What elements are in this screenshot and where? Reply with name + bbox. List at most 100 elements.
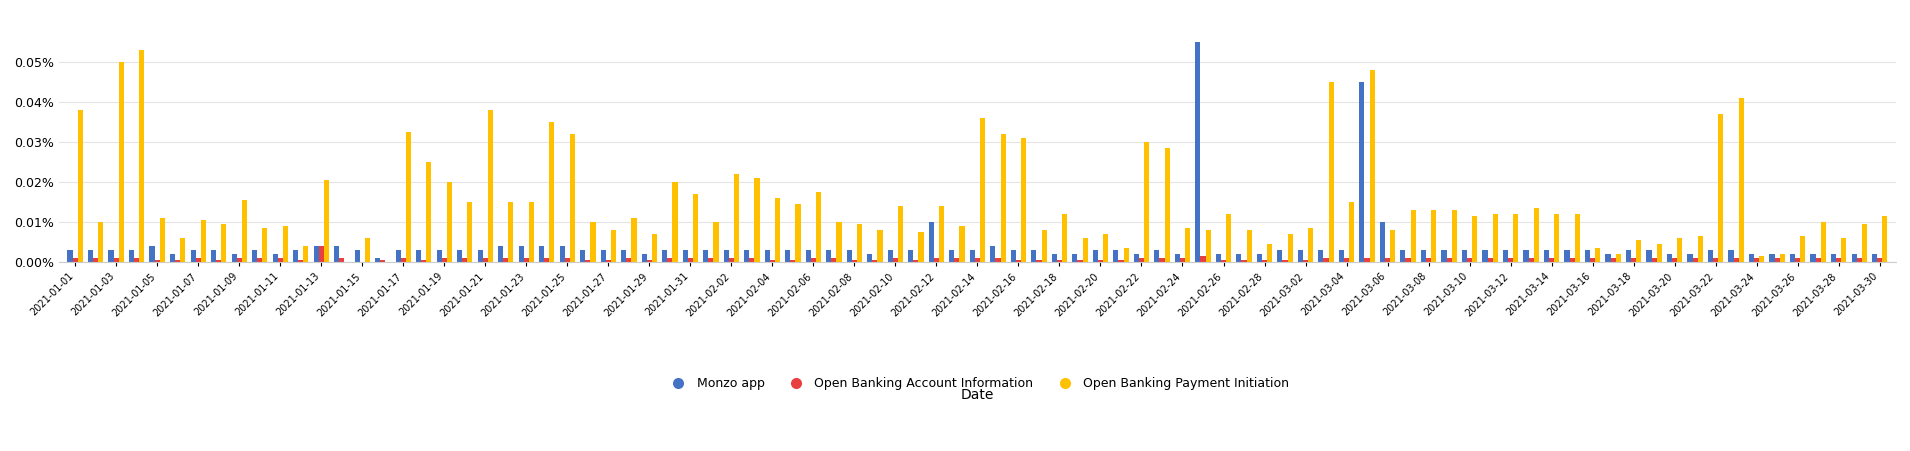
Bar xyxy=(1123,248,1129,262)
Bar xyxy=(523,258,529,262)
Bar xyxy=(1220,260,1226,262)
Bar xyxy=(688,258,693,262)
Bar xyxy=(319,246,325,262)
Bar xyxy=(1022,138,1026,262)
Bar xyxy=(1509,258,1513,262)
Bar xyxy=(749,258,754,262)
Bar xyxy=(980,118,986,262)
Bar xyxy=(1780,254,1784,262)
Bar xyxy=(118,62,124,262)
Bar xyxy=(667,258,672,262)
Bar xyxy=(714,222,718,262)
Bar xyxy=(867,254,873,262)
Bar xyxy=(1862,224,1866,262)
Bar xyxy=(1324,258,1329,262)
Bar xyxy=(621,250,626,262)
Bar xyxy=(919,232,924,262)
Bar xyxy=(1488,258,1492,262)
Bar xyxy=(395,250,401,262)
Bar xyxy=(1217,254,1220,262)
Bar xyxy=(1452,210,1457,262)
Bar xyxy=(928,222,934,262)
Bar xyxy=(898,206,903,262)
Bar xyxy=(1878,258,1881,262)
Bar xyxy=(1114,250,1119,262)
Bar xyxy=(1832,254,1836,262)
Bar xyxy=(1616,254,1622,262)
Bar xyxy=(97,222,103,262)
Bar xyxy=(955,258,959,262)
Bar xyxy=(703,250,709,262)
Bar xyxy=(1524,250,1528,262)
Bar xyxy=(1104,234,1108,262)
Bar xyxy=(1031,250,1037,262)
Bar xyxy=(149,246,155,262)
Bar xyxy=(1052,254,1056,262)
Bar xyxy=(1242,260,1247,262)
Bar xyxy=(831,258,837,262)
Bar xyxy=(1385,258,1390,262)
Bar xyxy=(170,254,176,262)
Bar xyxy=(632,218,636,262)
Bar xyxy=(1175,254,1180,262)
Bar xyxy=(201,220,206,262)
Bar xyxy=(1708,250,1713,262)
Bar xyxy=(325,180,329,262)
Bar xyxy=(1138,258,1144,262)
Bar xyxy=(1637,240,1641,262)
Bar xyxy=(1001,134,1007,262)
Bar xyxy=(1677,238,1683,262)
Bar xyxy=(1041,230,1047,262)
Bar xyxy=(1201,256,1205,262)
Bar xyxy=(529,202,535,262)
Bar xyxy=(447,182,453,262)
Bar xyxy=(231,254,237,262)
Bar xyxy=(252,250,258,262)
Bar xyxy=(1698,236,1704,262)
Bar xyxy=(1205,230,1211,262)
Bar xyxy=(258,258,262,262)
Bar xyxy=(1236,254,1242,262)
Bar xyxy=(1098,260,1104,262)
Bar xyxy=(1287,234,1293,262)
Bar xyxy=(180,238,185,262)
Bar xyxy=(1390,230,1394,262)
Bar xyxy=(1135,254,1138,262)
Bar xyxy=(647,260,651,262)
Bar xyxy=(195,258,201,262)
Bar xyxy=(888,250,892,262)
Bar xyxy=(422,260,426,262)
Bar xyxy=(795,204,800,262)
Bar xyxy=(374,258,380,262)
Bar xyxy=(940,206,944,262)
Bar xyxy=(1729,250,1734,262)
Bar xyxy=(340,258,344,262)
Bar xyxy=(909,250,913,262)
Bar xyxy=(1836,258,1841,262)
Bar xyxy=(416,250,422,262)
Bar xyxy=(1753,258,1759,262)
Bar xyxy=(1278,250,1282,262)
Bar xyxy=(934,258,940,262)
Bar xyxy=(437,250,441,262)
Bar xyxy=(273,254,277,262)
Bar xyxy=(78,110,82,262)
Bar xyxy=(1841,238,1847,262)
Bar xyxy=(1406,258,1411,262)
Bar xyxy=(499,246,502,262)
Bar xyxy=(380,260,386,262)
Bar xyxy=(590,222,596,262)
Bar xyxy=(468,202,472,262)
Bar xyxy=(754,178,760,262)
Bar xyxy=(1492,214,1497,262)
Bar xyxy=(1421,250,1427,262)
Bar xyxy=(313,246,319,262)
Bar xyxy=(1282,260,1287,262)
Bar xyxy=(520,246,523,262)
Bar xyxy=(441,258,447,262)
X-axis label: Date: Date xyxy=(961,387,993,401)
Bar xyxy=(892,258,898,262)
Bar xyxy=(502,258,508,262)
Bar xyxy=(1266,244,1272,262)
Bar xyxy=(724,250,730,262)
